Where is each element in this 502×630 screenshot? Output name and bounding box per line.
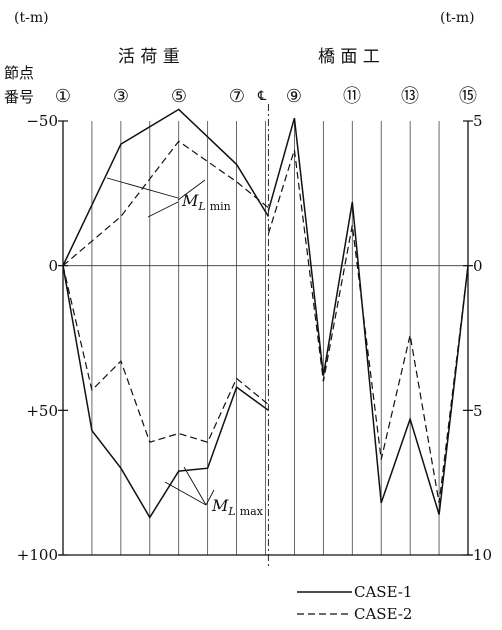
- node-number: ⑬: [401, 86, 419, 107]
- node-number: ⑦: [229, 86, 245, 107]
- series-line-case-1-live-min: [62, 108, 270, 267]
- left-unit-label: (t-m): [14, 10, 49, 26]
- node-label-line1: 節点: [4, 64, 34, 82]
- right-tick-labels: 5 0 5 10: [473, 112, 492, 564]
- series-line-case-1-deck: [267, 117, 469, 515]
- node-label-line2: 番号: [4, 88, 34, 106]
- node-numbers: ① ③ ⑤ ⑦ ⑨ ⑪ ⑬ ⑮: [55, 86, 477, 107]
- node-number: ⑤: [171, 86, 187, 107]
- ml-min-leader-3: [177, 179, 206, 201]
- ml-max-leader-2: [183, 466, 207, 506]
- series-line-case-1-live-max: [62, 265, 269, 519]
- series-lines: [62, 108, 469, 519]
- series-line-case-2-live-min: [62, 140, 269, 267]
- node-number: ⑪: [343, 86, 361, 107]
- ml-max-leader-1: [164, 481, 207, 506]
- centerline-symbol: ℄: [257, 89, 267, 104]
- right-tick-label: 0: [473, 257, 483, 275]
- legend-case2-label: CASE-2: [354, 605, 412, 623]
- left-tick-label: −50: [26, 112, 58, 130]
- ml-max-leader-3: [205, 489, 215, 506]
- legend: CASE-1 CASE-2: [297, 583, 412, 623]
- ml-min-leader-1: [106, 177, 179, 199]
- tick-marks: [58, 120, 473, 556]
- left-tick-label: +100: [17, 546, 58, 564]
- node-number: ⑨: [286, 86, 302, 107]
- node-number: ⑮: [459, 86, 477, 107]
- ml-min-label: ML min: [181, 191, 231, 213]
- right-unit-label: (t-m): [440, 10, 475, 26]
- legend-case1-label: CASE-1: [354, 583, 412, 601]
- right-tick-label: 5: [473, 402, 483, 420]
- grid: [91, 121, 440, 555]
- ml-min-leader-2: [147, 201, 179, 218]
- section-label-deck: 橋 面 工: [318, 47, 380, 67]
- series-line-case-2-live-max: [62, 265, 269, 443]
- left-tick-label: +50: [26, 402, 58, 420]
- series-line-case-2-deck: [267, 149, 469, 504]
- right-tick-label: 5: [473, 112, 483, 130]
- ml-max-label: ML max: [211, 496, 264, 518]
- left-tick-labels: −50 0 +50 +100: [17, 112, 58, 564]
- node-number: ③: [113, 86, 129, 107]
- axes: [59, 104, 472, 568]
- left-tick-label: 0: [48, 257, 58, 275]
- annotations: ML min ML max: [106, 177, 264, 518]
- node-number: ①: [55, 86, 71, 107]
- section-label-live-load: 活 荷 重: [118, 47, 180, 67]
- right-tick-label: 10: [473, 546, 492, 564]
